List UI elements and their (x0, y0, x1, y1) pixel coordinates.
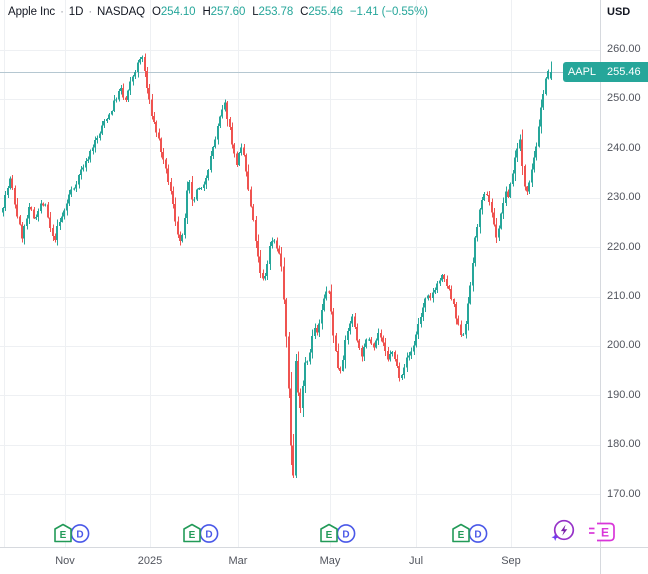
open-readout: O254.10 (152, 6, 196, 18)
svg-text:E: E (326, 530, 333, 541)
price-tick-label: 190.00 (607, 388, 641, 401)
price-tick-label: 220.00 (607, 240, 641, 253)
svg-text:E: E (60, 530, 67, 541)
time-tick-label: Nov (55, 555, 75, 567)
svg-text:D: D (474, 529, 481, 540)
symbol-header: Apple Inc · 1D · NASDAQ O254.10 H257.60 … (8, 6, 428, 18)
close-readout: C255.46 (300, 6, 343, 18)
exchange-label[interactable]: NASDAQ (97, 6, 146, 18)
gridlines (0, 0, 600, 547)
badge-price: 255.46 (607, 66, 641, 78)
earnings-house-icon (183, 523, 201, 543)
header-separator: · (60, 6, 64, 18)
supercharts-lightning-icon[interactable] (549, 517, 577, 545)
time-tick-label: Mar (228, 555, 248, 567)
svg-text:E: E (601, 526, 609, 540)
currency-label[interactable]: USD (607, 6, 631, 18)
svg-text:E: E (189, 530, 196, 541)
price-axis-border (600, 0, 601, 574)
price-tick-label: 170.00 (607, 487, 641, 500)
events-panel-icon[interactable]: E (585, 517, 619, 545)
price-tick-label: 240.00 (607, 141, 641, 154)
price-tick-label: 180.00 (607, 438, 641, 451)
time-tick-label: 2025 (137, 555, 163, 567)
high-readout: H257.60 (202, 6, 246, 18)
time-tick-label: Sep (501, 555, 521, 567)
price-tick-label: 260.00 (607, 43, 641, 55)
interval-selector[interactable]: 1D (68, 6, 84, 18)
symbol-title[interactable]: Apple Inc (8, 6, 56, 18)
earnings-house-icon (452, 523, 470, 543)
badge-symbol: AAPL (567, 66, 597, 78)
price-tick-label: 250.00 (607, 92, 641, 105)
svg-text:D: D (205, 529, 212, 540)
price-tick-label: 230.00 (607, 191, 641, 204)
price-tick-label: 200.00 (607, 339, 641, 352)
earnings-house-icon (54, 523, 72, 543)
price-tick-label: 210.00 (607, 290, 641, 302)
header-separator: · (88, 6, 93, 18)
low-readout: L253.78 (252, 6, 294, 18)
time-axis-border (0, 547, 648, 548)
time-tick-label: May (319, 555, 341, 567)
change-readout: −1.41 (−0.55%) (349, 6, 428, 18)
last-price-badge[interactable]: AAPL 255.46 (563, 62, 648, 82)
earnings-house-icon (320, 523, 338, 543)
time-tick-label: Jul (408, 555, 424, 567)
candles-series (2, 53, 552, 479)
svg-text:D: D (76, 529, 83, 540)
svg-text:D: D (342, 529, 349, 540)
svg-text:E: E (458, 530, 465, 541)
